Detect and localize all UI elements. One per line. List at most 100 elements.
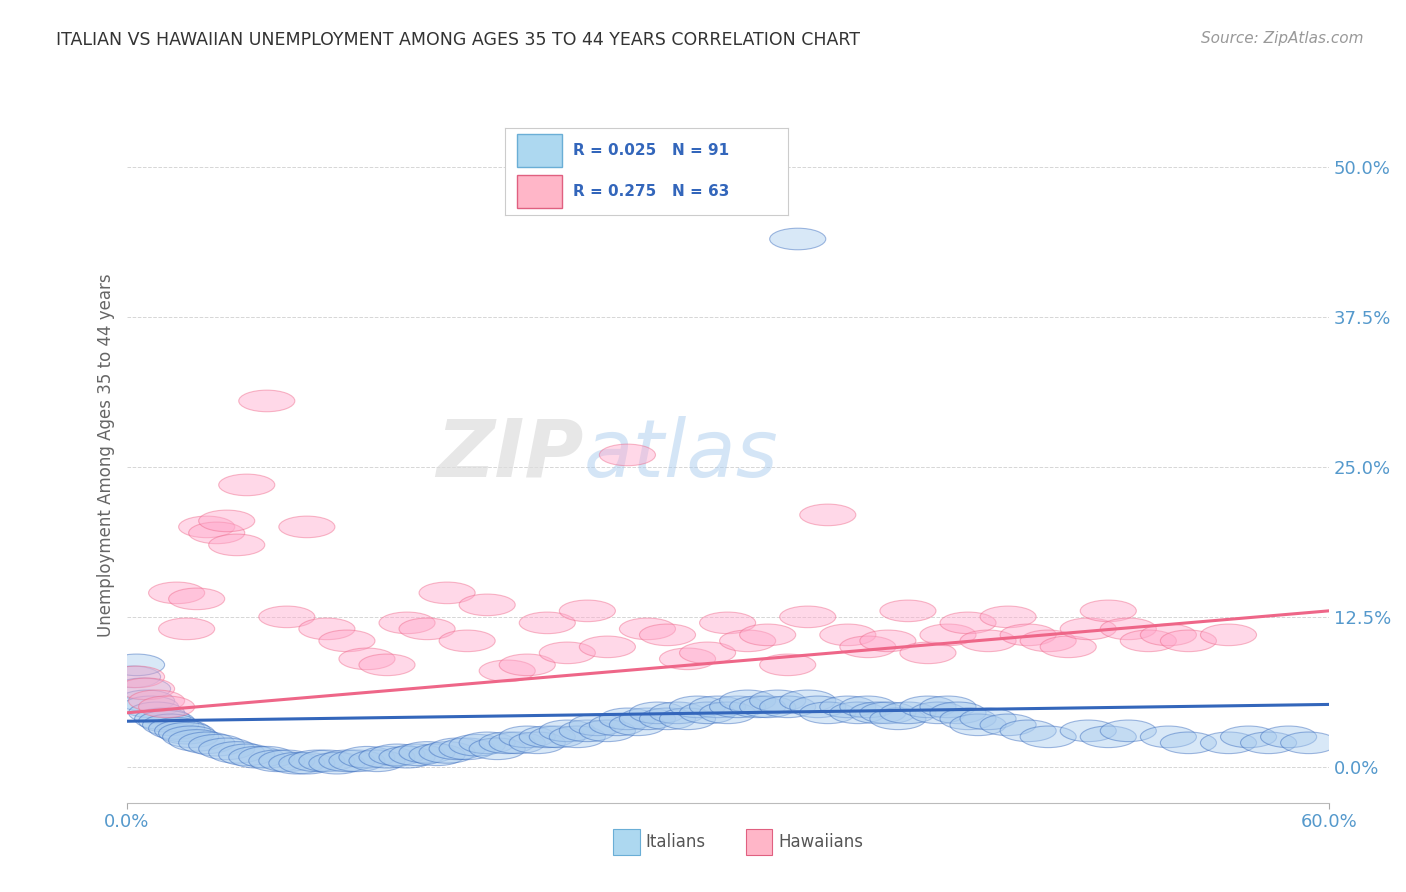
Ellipse shape bbox=[569, 714, 626, 736]
FancyBboxPatch shape bbox=[745, 829, 772, 855]
Ellipse shape bbox=[118, 690, 174, 712]
Ellipse shape bbox=[1121, 630, 1177, 652]
Ellipse shape bbox=[208, 741, 264, 764]
Ellipse shape bbox=[179, 516, 235, 538]
Ellipse shape bbox=[219, 744, 274, 765]
Ellipse shape bbox=[499, 654, 555, 675]
Ellipse shape bbox=[269, 753, 325, 774]
Ellipse shape bbox=[249, 750, 305, 772]
Ellipse shape bbox=[659, 708, 716, 730]
Ellipse shape bbox=[229, 747, 285, 768]
Ellipse shape bbox=[519, 612, 575, 633]
Ellipse shape bbox=[1021, 726, 1076, 747]
Ellipse shape bbox=[219, 475, 274, 496]
Ellipse shape bbox=[1040, 636, 1097, 657]
Ellipse shape bbox=[550, 726, 606, 747]
Ellipse shape bbox=[579, 636, 636, 657]
Ellipse shape bbox=[135, 708, 191, 730]
Ellipse shape bbox=[163, 726, 219, 747]
Ellipse shape bbox=[419, 582, 475, 604]
Ellipse shape bbox=[169, 730, 225, 751]
Ellipse shape bbox=[155, 720, 211, 741]
Ellipse shape bbox=[1261, 726, 1316, 747]
Ellipse shape bbox=[1021, 630, 1076, 652]
Ellipse shape bbox=[689, 696, 745, 718]
Ellipse shape bbox=[1201, 624, 1257, 646]
Text: ITALIAN VS HAWAIIAN UNEMPLOYMENT AMONG AGES 35 TO 44 YEARS CORRELATION CHART: ITALIAN VS HAWAIIAN UNEMPLOYMENT AMONG A… bbox=[56, 31, 860, 49]
Ellipse shape bbox=[880, 702, 936, 723]
Text: Italians: Italians bbox=[645, 833, 706, 851]
Ellipse shape bbox=[359, 747, 415, 768]
Ellipse shape bbox=[839, 696, 896, 718]
Ellipse shape bbox=[820, 624, 876, 646]
Ellipse shape bbox=[529, 726, 585, 747]
FancyBboxPatch shape bbox=[613, 829, 640, 855]
Ellipse shape bbox=[128, 690, 184, 712]
Ellipse shape bbox=[288, 750, 344, 772]
Ellipse shape bbox=[589, 714, 645, 736]
Ellipse shape bbox=[380, 747, 434, 768]
Text: atlas: atlas bbox=[583, 416, 778, 494]
Ellipse shape bbox=[1101, 618, 1156, 640]
Ellipse shape bbox=[114, 678, 170, 699]
Ellipse shape bbox=[309, 753, 366, 774]
Ellipse shape bbox=[920, 624, 976, 646]
Ellipse shape bbox=[780, 606, 835, 628]
Ellipse shape bbox=[149, 718, 205, 739]
Ellipse shape bbox=[104, 666, 160, 688]
Ellipse shape bbox=[359, 654, 415, 675]
Ellipse shape bbox=[929, 702, 986, 723]
Ellipse shape bbox=[409, 744, 465, 765]
Ellipse shape bbox=[1060, 618, 1116, 640]
Ellipse shape bbox=[239, 390, 295, 412]
Ellipse shape bbox=[800, 504, 856, 525]
Ellipse shape bbox=[509, 732, 565, 754]
Ellipse shape bbox=[479, 732, 536, 754]
Ellipse shape bbox=[860, 630, 915, 652]
Ellipse shape bbox=[900, 642, 956, 664]
Ellipse shape bbox=[389, 744, 446, 765]
Ellipse shape bbox=[1080, 600, 1136, 622]
Ellipse shape bbox=[1060, 720, 1116, 741]
Ellipse shape bbox=[820, 696, 876, 718]
Ellipse shape bbox=[860, 702, 915, 723]
Ellipse shape bbox=[960, 708, 1017, 730]
Ellipse shape bbox=[499, 726, 555, 747]
Ellipse shape bbox=[339, 747, 395, 768]
Ellipse shape bbox=[700, 702, 755, 723]
Ellipse shape bbox=[740, 624, 796, 646]
Ellipse shape bbox=[339, 648, 395, 670]
Ellipse shape bbox=[259, 750, 315, 772]
Ellipse shape bbox=[650, 702, 706, 723]
Ellipse shape bbox=[640, 708, 696, 730]
Ellipse shape bbox=[439, 630, 495, 652]
Ellipse shape bbox=[159, 723, 215, 744]
Ellipse shape bbox=[1160, 732, 1216, 754]
Ellipse shape bbox=[208, 534, 264, 556]
Ellipse shape bbox=[609, 714, 665, 736]
Text: Source: ZipAtlas.com: Source: ZipAtlas.com bbox=[1201, 31, 1364, 46]
Ellipse shape bbox=[1000, 720, 1056, 741]
Ellipse shape bbox=[540, 642, 595, 664]
Ellipse shape bbox=[470, 738, 526, 760]
Text: Hawaiians: Hawaiians bbox=[778, 833, 863, 851]
Ellipse shape bbox=[1220, 726, 1277, 747]
Ellipse shape bbox=[980, 606, 1036, 628]
Ellipse shape bbox=[640, 624, 696, 646]
Ellipse shape bbox=[368, 744, 425, 765]
Ellipse shape bbox=[679, 702, 735, 723]
Ellipse shape bbox=[880, 600, 936, 622]
Ellipse shape bbox=[659, 648, 716, 670]
Ellipse shape bbox=[159, 618, 215, 640]
Ellipse shape bbox=[278, 753, 335, 774]
Ellipse shape bbox=[941, 708, 995, 730]
Ellipse shape bbox=[299, 618, 354, 640]
Ellipse shape bbox=[1160, 630, 1216, 652]
Ellipse shape bbox=[519, 726, 575, 747]
Ellipse shape bbox=[142, 714, 198, 736]
Ellipse shape bbox=[980, 714, 1036, 736]
Ellipse shape bbox=[730, 696, 786, 718]
Ellipse shape bbox=[839, 636, 896, 657]
Ellipse shape bbox=[108, 666, 165, 688]
Ellipse shape bbox=[740, 696, 796, 718]
